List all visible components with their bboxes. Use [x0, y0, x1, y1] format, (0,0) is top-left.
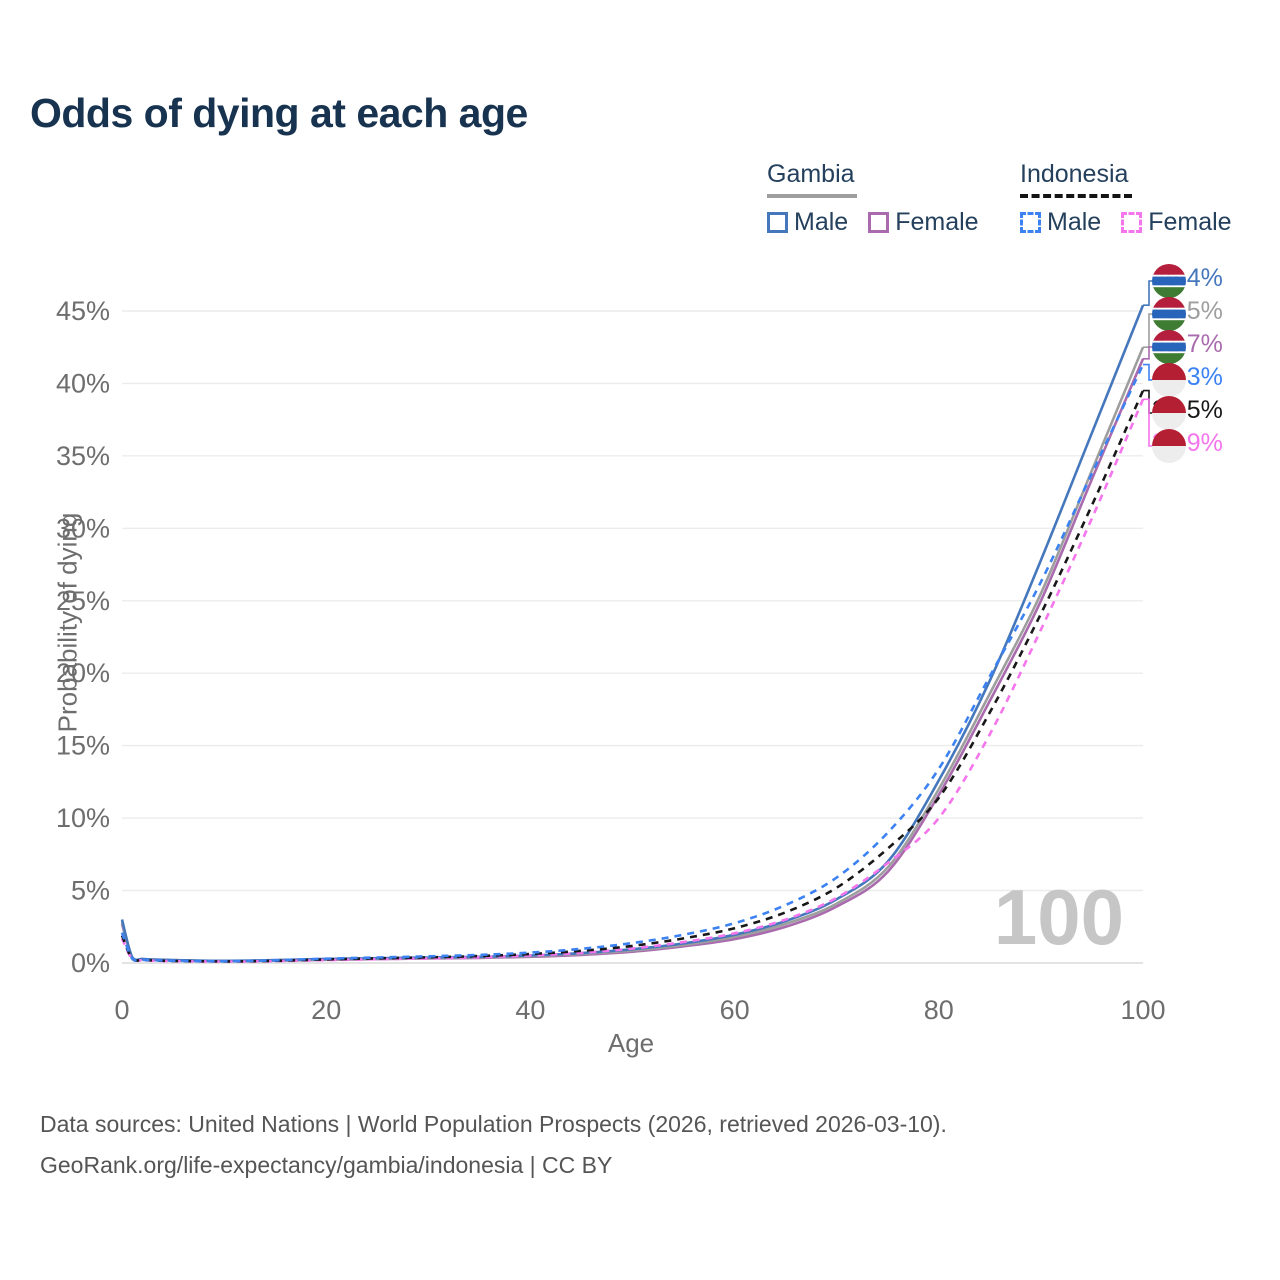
y-tick-5: 5%: [71, 876, 110, 906]
connector-gambia-female: [1143, 346, 1153, 360]
series-curves: [120, 304, 1145, 963]
legend-header-gambia[interactable]: Gambia: [767, 160, 855, 188]
chart-title: Odds of dying at each age: [30, 90, 528, 136]
y-axis-title: Probability of dying: [52, 512, 83, 733]
legend-group-indonesia: Indonesia Male Female: [1020, 160, 1232, 237]
series-line-indonesia-female: [120, 398, 1145, 963]
connector-gambia-both-sexes: [1143, 313, 1153, 348]
legend-item-gambia-female[interactable]: Female: [868, 208, 979, 237]
x-tick-100: 100: [1120, 995, 1165, 1025]
end-label-connectors: [1143, 280, 1153, 447]
y-axis-tick-labels: 0% 5% 10% 15% 20% 25% 30% 35% 40% 45%: [56, 296, 110, 978]
legend-item-indonesia-female[interactable]: Female: [1121, 208, 1232, 237]
y-tick-20: 20%: [56, 658, 110, 688]
gambia-female-swatch-icon: [868, 212, 890, 233]
x-tick-60: 60: [720, 995, 750, 1025]
gambia-male-swatch-icon: [767, 212, 788, 233]
y-tick-0: 0%: [71, 948, 110, 978]
footer: Data sources: United Nations | World Pop…: [40, 1104, 947, 1186]
legend-header-indonesia[interactable]: Indonesia: [1020, 160, 1129, 188]
legend-label: Male: [794, 208, 849, 236]
legend-linestyle-solid-sample: [767, 194, 857, 198]
connector-indonesia-male: [1143, 363, 1153, 381]
connector-gambia-male: [1143, 280, 1153, 306]
indonesia-female-swatch-icon: [1121, 212, 1143, 233]
connector-indonesia-female: [1143, 398, 1153, 447]
legend-item-indonesia-male[interactable]: Male: [1020, 208, 1101, 237]
connector-indonesia-both-sexes: [1143, 389, 1153, 414]
legend-group-gambia: Gambia Male Female: [767, 160, 979, 237]
legend-item-gambia-male[interactable]: Male: [767, 208, 848, 237]
attribution-line: GeoRank.org/life-expectancy/gambia/indon…: [40, 1152, 613, 1178]
legend-label: Female: [1148, 208, 1232, 236]
x-axis-title: Age: [607, 1028, 655, 1058]
series-line-gambia-both-sexes: [120, 346, 1145, 963]
legend-label: Female: [895, 208, 979, 236]
y-tick-30: 30%: [56, 513, 110, 543]
indonesia-male-swatch-icon: [1020, 212, 1041, 233]
hover-age-watermark: 100: [994, 873, 1124, 961]
y-tick-35: 35%: [56, 441, 110, 471]
series-line-gambia-female: [120, 358, 1145, 963]
legend-linestyle-dashed-sample: [1020, 194, 1132, 198]
x-tick-0: 0: [114, 995, 129, 1025]
x-axis-tick-labels: 0 20 40 60 80 100: [114, 995, 1165, 1025]
series-line-gambia-male: [120, 304, 1145, 963]
legend-label: Male: [1047, 208, 1102, 236]
x-tick-80: 80: [924, 995, 954, 1025]
y-tick-45: 45%: [56, 296, 110, 326]
y-tick-10: 10%: [56, 803, 110, 833]
gridlines: [122, 310, 1143, 964]
data-sources-line: Data sources: United Nations | World Pop…: [40, 1111, 947, 1137]
y-tick-25: 25%: [56, 586, 110, 616]
x-tick-40: 40: [515, 995, 545, 1025]
series-line-indonesia-male: [120, 364, 1145, 963]
y-tick-40: 40%: [56, 368, 110, 398]
y-tick-15: 15%: [56, 731, 110, 761]
x-tick-20: 20: [311, 995, 341, 1025]
